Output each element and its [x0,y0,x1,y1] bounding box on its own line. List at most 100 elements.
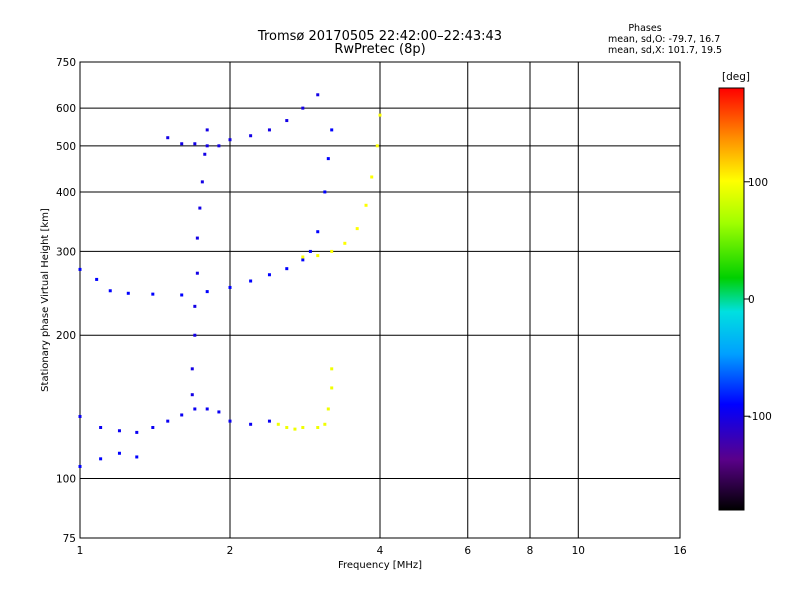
data-point [166,136,170,140]
data-point [108,289,112,293]
data-point [378,113,382,117]
data-point [326,157,330,161]
x-tick-label: 1 [77,545,84,557]
data-point [117,429,121,433]
data-point [180,413,184,417]
data-point [193,304,197,308]
y-tick-label: 600 [56,103,76,115]
data-point [267,419,271,423]
y-tick-label: 100 [56,474,76,486]
data-point [285,267,289,271]
data-point [326,407,330,411]
data-point [267,273,271,277]
data-point [217,410,221,414]
data-point [301,255,305,259]
data-point [198,206,202,210]
data-point [135,430,139,434]
data-point [205,128,209,132]
data-point [126,291,130,295]
plot-area: 1 2 4 6 8 10 16 75 100 200 300 400 500 600 750 [56,57,687,557]
colorbar-gradient [718,87,745,511]
data-point [99,425,103,429]
data-point [285,425,289,429]
data-point [217,144,221,148]
x-tick-label: 8 [527,545,534,557]
phase-info-title: Phases [628,23,661,34]
data-point [135,455,139,459]
data-point [228,419,232,423]
data-point [249,279,253,283]
x-tick-label: 2 [227,545,234,557]
data-point [330,367,334,371]
x-tick-label: 16 [673,545,687,557]
y-tick-label: 400 [56,187,76,199]
colorbar-label: [deg] [722,71,750,83]
grid-lines [80,62,680,538]
y-tick-label: 750 [56,57,76,69]
data-point [78,464,82,468]
data-point [267,128,271,132]
data-point [228,138,232,142]
data-points [78,93,382,468]
data-point [316,425,320,429]
colorbar-tick-label: 100 [748,177,768,189]
data-point [195,271,199,275]
data-point [203,152,207,156]
data-point [166,419,170,423]
data-point [193,407,197,411]
data-point [364,203,368,207]
data-point [323,422,327,426]
data-point [193,333,197,337]
y-tick-label: 75 [63,533,76,545]
data-point [151,425,155,429]
x-tick-label: 10 [572,545,585,557]
data-point [276,422,280,426]
data-point [205,407,209,411]
data-point [190,367,194,371]
x-tick-label: 4 [377,545,384,557]
data-point [293,427,297,431]
y-ticks: 75 100 200 300 400 500 600 750 [56,57,76,545]
data-point [330,386,334,390]
y-tick-label: 500 [56,141,76,153]
chart-subtitle: RwPretec (8p) [334,42,425,57]
data-point [200,180,204,184]
data-point [355,227,359,231]
x-ticks: 1 2 4 6 8 10 16 [77,545,687,557]
y-tick-label: 200 [56,330,76,342]
y-axis-label: Stationary phase Virtual Height [km] [40,208,51,392]
data-point [228,285,232,289]
data-point [370,175,374,179]
colorbar-ticks: -100 0 100 [744,177,772,423]
data-point [330,249,334,253]
data-point [301,258,305,262]
data-point [316,230,320,234]
data-point [151,292,155,296]
data-point [180,293,184,297]
data-point [301,425,305,429]
data-point [205,144,209,148]
data-point [330,128,334,132]
data-point [285,119,289,123]
data-point [343,241,347,245]
data-point [117,451,121,455]
data-point [180,142,184,146]
data-point [249,422,253,426]
data-point [308,249,312,253]
x-axis-label: Frequency [MHz] [338,560,422,571]
data-point [316,254,320,258]
data-point [316,93,320,97]
data-point [95,277,99,281]
data-point [78,267,82,271]
chart-title: Tromsø 20170505 22:42:00–22:43:43 [257,29,502,44]
data-point [193,142,197,146]
data-point [205,290,209,294]
phase-info-x: mean, sd,X: 101.7, 19.5 [608,45,722,56]
colorbar-tick-label: -100 [748,411,772,423]
colorbar-tick-label: 0 [748,294,755,306]
phase-info-o: mean, sd,O: -79.7, 16.7 [608,34,720,45]
data-point [195,236,199,240]
data-point [375,144,379,148]
data-point [190,393,194,397]
